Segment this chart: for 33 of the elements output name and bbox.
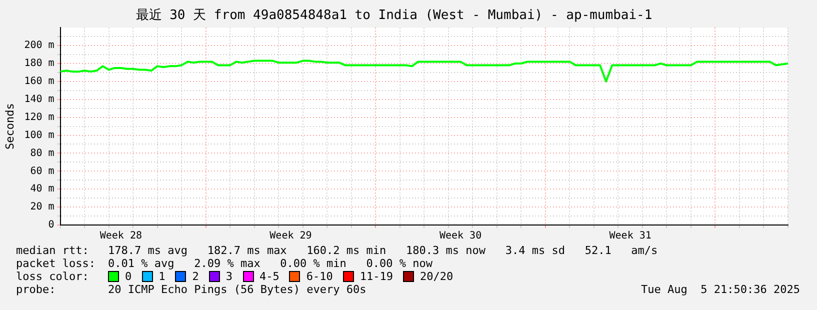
y-tick-label: 160 m: [24, 76, 54, 88]
y-tick-label: 180 m: [24, 58, 54, 70]
legend-label: 2: [192, 270, 199, 283]
legend-label: 4-5: [260, 270, 280, 283]
legend-label: 1: [158, 270, 166, 283]
y-tick-label: 60 m: [30, 166, 54, 177]
y-tick-label: 200 m: [24, 40, 54, 52]
text: median rtt:: [15, 244, 90, 257]
y-tick-label: 100 m: [24, 130, 54, 141]
text: packet loss:: [15, 257, 96, 270]
text: 20 ICMP Echo Pings (56 Bytes) every 60s: [108, 283, 368, 296]
legend-label: 3: [226, 270, 232, 283]
chart-title: 最近 30 天 from 49a0854848a1 to India (West - Mumbai) - ap-mumbai-1: [136, 8, 652, 24]
y-tick-label: 120 m: [24, 112, 54, 123]
x-tick-label: Week 31: [609, 230, 652, 242]
y-tick-label: 0: [48, 220, 54, 231]
y-tick-label: 20 m: [30, 202, 54, 213]
y-tick-label: 40 m: [30, 184, 54, 195]
text: 178.7 ms avg 182.7 ms max 160.2 ms min 180.3 ms now 3.4 ms sd 52.1 am/s: [108, 244, 658, 257]
text: 0.01 % avg 2.09 % max 0.00 % min 0.00 % now: [108, 257, 433, 270]
text: Tue Aug 5 21:50:36 2025: [641, 283, 800, 296]
legend-title: loss color:: [15, 270, 90, 283]
legend-label: 6-10: [306, 270, 333, 283]
y-tick-label: 80 m: [30, 148, 54, 159]
x-tick-label: Week 30: [439, 230, 482, 242]
legend-label: 20/20: [420, 270, 454, 283]
x-tick-label: Week 28: [100, 230, 142, 242]
x-tick-label: Week 29: [270, 230, 312, 242]
y-axis-title: Seconds: [3, 103, 16, 150]
text: probe:: [15, 283, 57, 296]
legend-label: 11-19: [360, 270, 393, 283]
legend-label: 0: [125, 270, 132, 283]
y-tick-label: 140 m: [24, 94, 54, 105]
